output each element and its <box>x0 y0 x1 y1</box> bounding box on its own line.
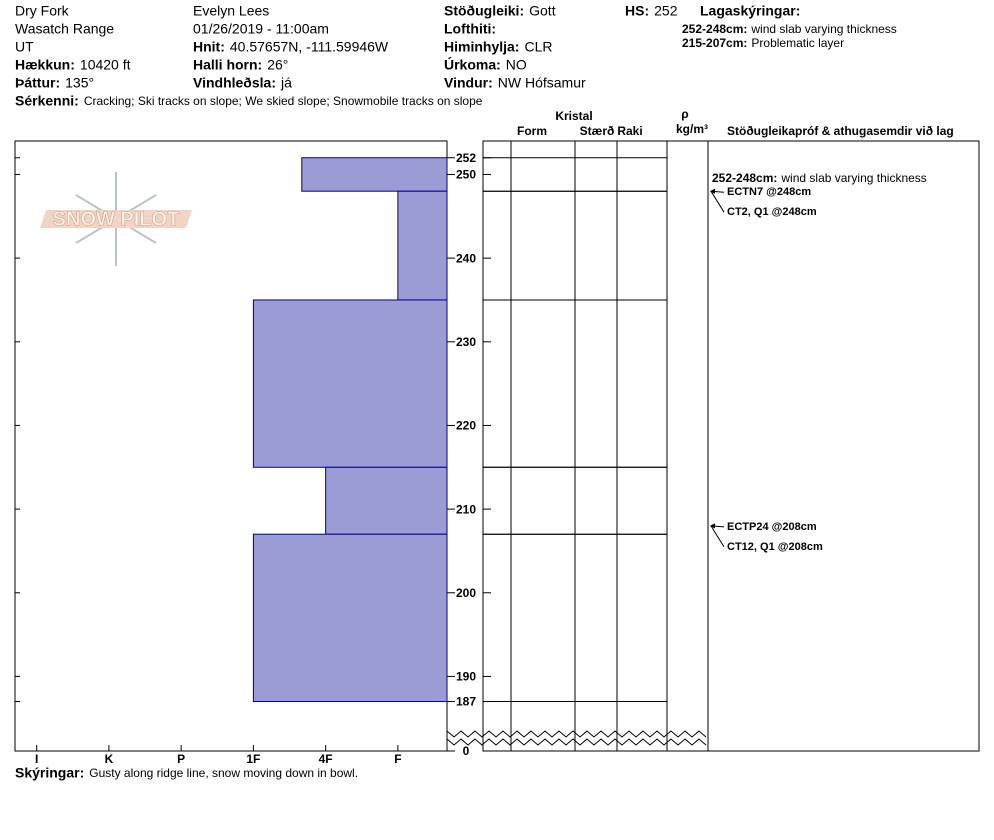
test-label: ECTP24 @208cm <box>727 521 817 533</box>
y-tick-label: 187 <box>456 695 476 709</box>
y-tick-label: 252 <box>456 151 476 165</box>
field-value: Cracking; Ski tracks on slope; We skied … <box>84 94 483 108</box>
x-tick-label: 1F <box>246 752 260 766</box>
header-rho: ρ <box>681 107 688 121</box>
hardness-bar <box>397 190 448 301</box>
legend-text: wind slab varying thickness <box>750 22 896 36</box>
y-tick-label: 210 <box>456 502 476 516</box>
y-tick-label: 250 <box>456 168 476 182</box>
hardness-bar <box>301 157 448 192</box>
field-value: 40.57657N, -111.59946W <box>230 39 389 55</box>
logo <box>40 172 192 266</box>
field-label: Hnit: <box>193 39 225 55</box>
comment-text: wind slab varying thickness <box>780 171 926 185</box>
comment-range: 252-248cm: <box>712 171 777 185</box>
field-label: Vindur: <box>444 75 493 91</box>
hardness-bar <box>252 533 448 703</box>
y-tick-label: 240 <box>456 251 476 265</box>
table-frame <box>482 140 980 752</box>
test-label: CT2, Q1 @248cm <box>727 206 817 218</box>
x-tick-label: K <box>105 752 114 766</box>
x-tick-label: P <box>177 752 185 766</box>
arrow-head <box>710 523 715 529</box>
hardness-bar <box>252 299 448 468</box>
field-value: UT <box>15 39 34 55</box>
field-value: NW Hófsamur <box>498 75 586 91</box>
legend-text: Problematic layer <box>751 36 844 50</box>
x-tick-label: I <box>35 752 38 766</box>
legend-title: Lagaskýringar: <box>700 3 800 19</box>
legend-range: 215-207cm: <box>682 36 747 50</box>
field-label: Þáttur: <box>15 75 60 91</box>
legend-range: 252-248cm: <box>682 22 747 36</box>
field-value: Gusty along ridge line, snow moving down… <box>89 766 358 780</box>
field-value: 252 <box>654 3 678 19</box>
header-density: kg/m³ <box>676 122 708 136</box>
header-moisture: Raki <box>617 124 642 138</box>
field-value: Evelyn Lees <box>193 3 269 19</box>
field-label: Úrkoma: <box>444 56 501 73</box>
field-value: NO <box>506 57 527 73</box>
y-tick-label: 230 <box>456 335 476 349</box>
test-label: ECTN7 @248cm <box>727 186 811 198</box>
field-value: Dry Fork <box>15 3 70 19</box>
field-label: Lofthiti: <box>444 21 496 37</box>
header-size: Stærð <box>580 124 615 138</box>
field-label: Hækkun: <box>15 57 75 73</box>
field-value: 26° <box>267 57 288 73</box>
y-tick-label: 200 <box>456 586 476 600</box>
field-label: Sérkenni: <box>15 93 79 109</box>
y-tick-label: 220 <box>456 419 476 433</box>
field-value: 10420 ft <box>80 57 131 73</box>
field-label: Stöðugleiki: <box>444 3 524 19</box>
axis-break <box>446 738 707 746</box>
test-arrow <box>710 190 725 213</box>
field-value: Wasatch Range <box>15 21 114 37</box>
header-form: Form <box>517 124 547 138</box>
field-value: 135° <box>65 75 94 91</box>
field-label: Halli horn: <box>193 57 262 73</box>
field-label: Skýringar: <box>15 765 84 781</box>
field-value: 01/26/2019 - 11:00am <box>193 21 329 37</box>
x-tick-label: 4F <box>319 752 333 766</box>
field-label: Vindhleðsla: <box>193 75 276 91</box>
logo-text: SNOW PILOT <box>53 208 180 230</box>
field-value: Gott <box>529 3 556 19</box>
arrow-head <box>710 188 715 194</box>
axis-break <box>446 730 707 738</box>
hardness-bar <box>325 466 448 535</box>
field-label: Himinhylja: <box>444 39 519 55</box>
test-label: CT12, Q1 @208cm <box>727 541 823 553</box>
field-value: CLR <box>524 39 552 55</box>
test-arrow <box>710 525 725 548</box>
x-tick-label: F <box>394 752 401 766</box>
field-label: HS: <box>625 3 649 19</box>
y-tick-label: 190 <box>456 670 476 684</box>
header-comments: Stöðugleikapróf & athugasemdir við lag <box>727 124 954 138</box>
header-crystal: Kristal <box>555 109 592 123</box>
field-value: já <box>280 75 292 91</box>
y-tick-label: 0 <box>463 744 470 758</box>
